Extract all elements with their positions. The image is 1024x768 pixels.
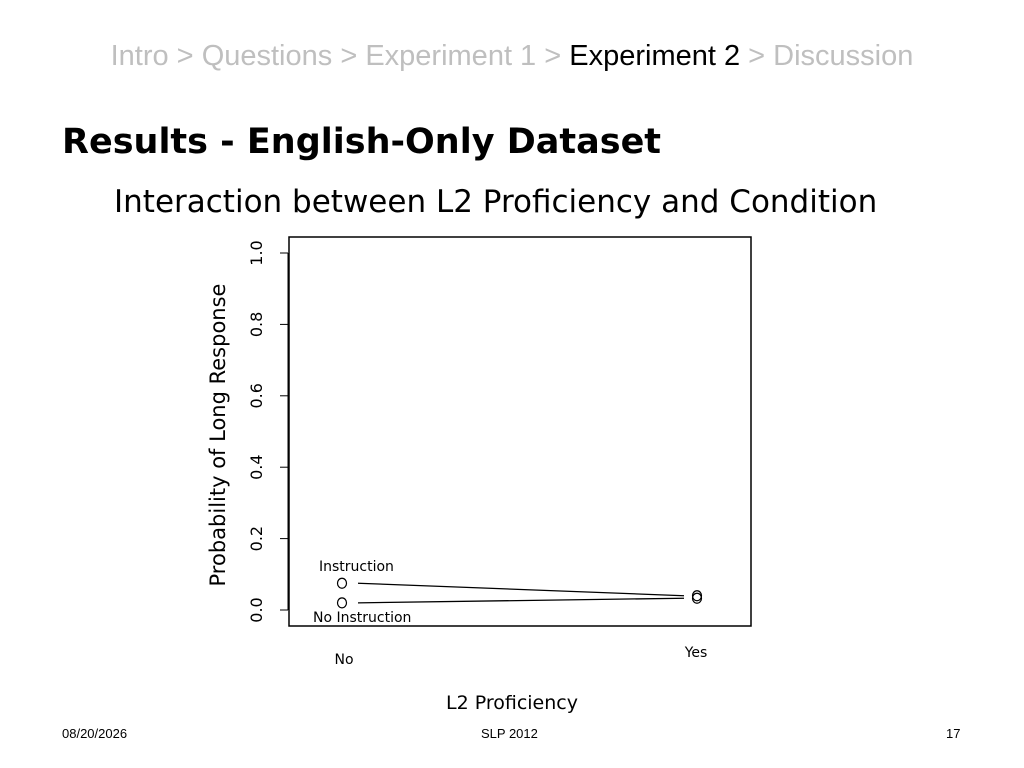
y-tick-label: 0.4 [247,454,266,479]
slide-title: Results - English-Only Dataset [62,122,662,162]
y-axis-title: Probability of Long Response [206,284,230,587]
breadcrumb-item[interactable]: Experiment 2 [569,40,741,72]
footer-center: SLP 2012 [481,726,538,741]
plot-frame [288,236,752,627]
y-tick-label: 0.2 [247,526,266,551]
data-point [336,577,348,589]
series-line [357,597,685,604]
y-tick-label: 0.6 [247,383,266,408]
data-point [336,597,348,609]
data-point [691,592,703,604]
breadcrumb-item[interactable]: Intro [110,40,169,72]
footer-date: 08/20/2026 [62,726,128,741]
slide-subtitle: Interaction between L2 Proficiency and C… [114,184,878,220]
series-line [357,582,685,597]
series-label: No Instruction [313,610,411,626]
breadcrumb-separator: > [536,40,570,72]
breadcrumb-item[interactable]: Questions [201,40,333,72]
y-tick-label: 0.8 [247,312,266,337]
y-tick-label: 1.0 [247,240,266,265]
breadcrumb-separator: > [740,40,774,72]
breadcrumb-separator: > [332,40,366,72]
y-tick-label: 0.0 [247,597,266,622]
data-point [691,590,703,602]
x-axis-title: L2 Proficiency [446,692,578,714]
x-category-label: No [334,652,353,668]
footer-page-number: 17 [946,726,961,741]
breadcrumb: Intro > Questions > Experiment 1 > Exper… [0,40,1024,73]
x-category-label: Yes [684,645,708,661]
series-label: Instruction [319,559,394,575]
breadcrumb-item[interactable]: Experiment 1 [365,40,537,72]
breadcrumb-item[interactable]: Discussion [773,40,914,72]
breadcrumb-separator: > [168,40,202,72]
